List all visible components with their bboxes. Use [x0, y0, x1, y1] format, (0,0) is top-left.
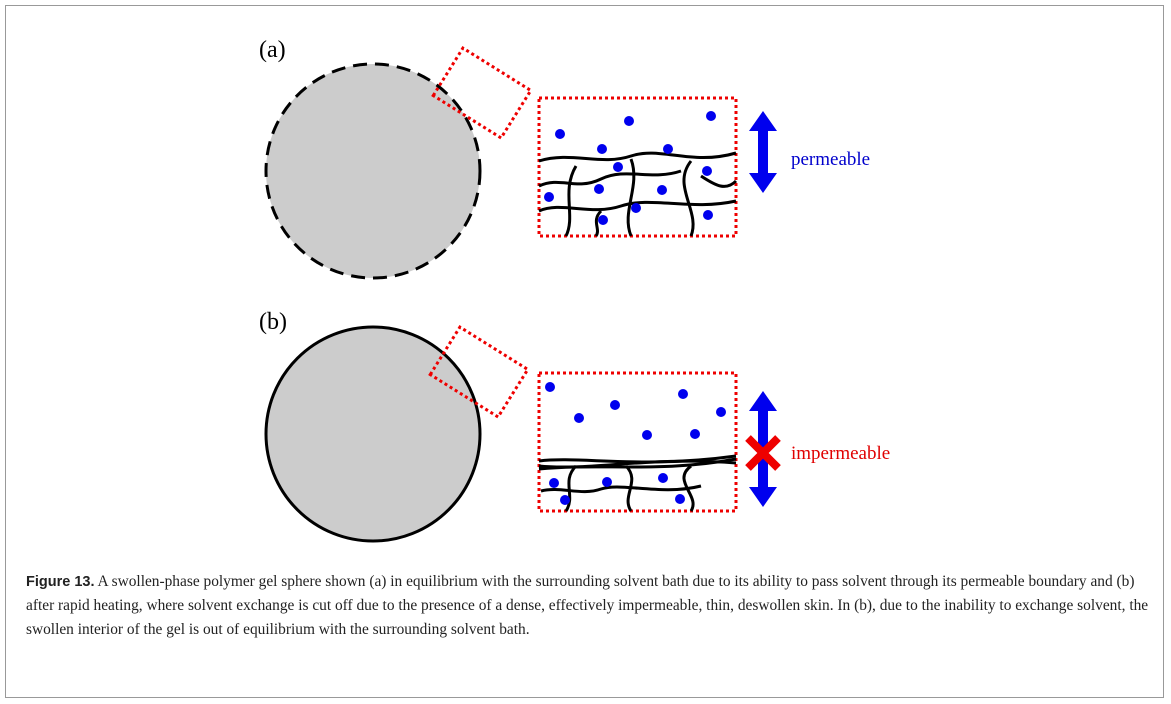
annotation: impermeable [791, 443, 890, 464]
double-arrow [749, 111, 777, 193]
figure-frame: (a) permeable (b) i [5, 5, 1164, 698]
panel-label: (b) [259, 309, 287, 335]
caption: Figure 13. A swollen-phase polymer gel s… [26, 570, 1154, 642]
caption-text: A swollen-phase polymer gel sphere shown… [26, 573, 1148, 638]
caption-label: Figure 13. [26, 574, 95, 590]
gel-sphere [266, 327, 480, 541]
annotation: permeable [791, 149, 870, 170]
panel-label: (a) [259, 37, 286, 63]
gel-sphere [266, 64, 480, 278]
